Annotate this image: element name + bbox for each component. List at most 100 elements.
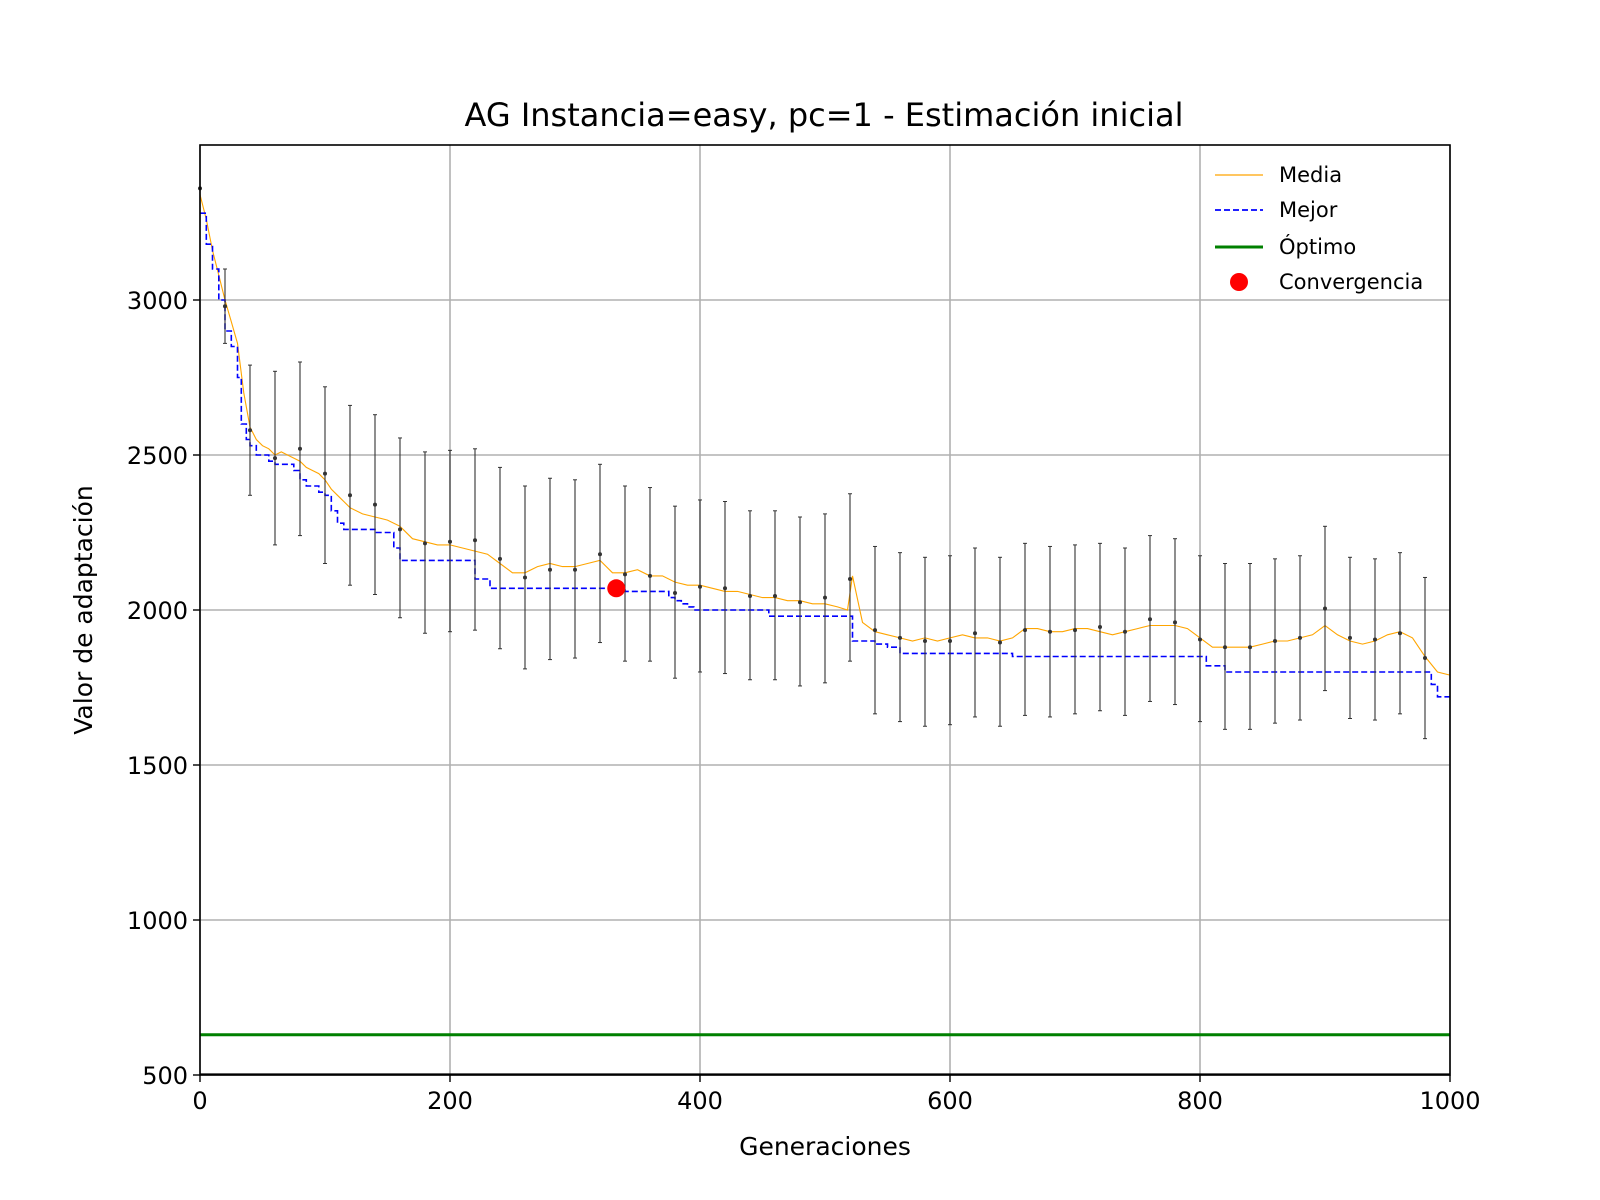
mejor-series-line [200, 212, 1450, 698]
errorbar-mean-point [1173, 620, 1177, 625]
x-tick-label: 1000 [1419, 1087, 1480, 1115]
errorbar [398, 437, 402, 619]
errorbar [1273, 558, 1277, 724]
x-axis-title: Generaciones [739, 1132, 911, 1161]
errorbar [648, 487, 652, 662]
errorbar-mean-point [223, 304, 227, 309]
errorbar [623, 485, 627, 662]
errorbar-mean-point [523, 575, 527, 580]
errorbar [1198, 555, 1202, 723]
errorbar-mean-point [848, 577, 852, 581]
errorbar-mean-point [348, 493, 352, 498]
errorbar [248, 364, 252, 496]
errorbar [923, 556, 927, 727]
legend-label: Convergencia [1279, 270, 1423, 294]
errorbar-mean-point [623, 572, 627, 577]
errorbar [1298, 555, 1302, 721]
errorbar [348, 404, 352, 586]
errorbar [1398, 552, 1402, 715]
chart-title: AG Instancia=easy, pc=1 - Estimación ini… [465, 96, 1184, 134]
errorbar [948, 555, 952, 726]
errorbar-mean-point [798, 600, 802, 605]
errorbar-mean-point [1048, 629, 1052, 634]
errorbar-mean-point [273, 456, 277, 461]
errorbar-mean-point [748, 594, 752, 599]
errorbar-mean-point [1298, 635, 1302, 640]
errorbar-mean-point [1373, 637, 1377, 642]
errorbar-mean-point [473, 538, 477, 543]
errorbar [823, 513, 827, 684]
errorbar [773, 510, 777, 681]
y-axis-title: Valor de adaptación [69, 485, 98, 734]
errorbar [898, 552, 902, 723]
errorbar-mean-point [973, 631, 977, 636]
y-tick-label: 3000 [127, 287, 188, 315]
legend: Media Mejor Óptimo Convergencia [1215, 163, 1423, 294]
errorbar-mean-point [773, 594, 777, 599]
errorbar [1373, 558, 1377, 721]
errorbar [748, 510, 752, 681]
errorbar-mean-point [823, 595, 827, 600]
errorbar-mean-point [948, 639, 952, 643]
x-tick-label: 800 [1177, 1087, 1223, 1115]
errorbar [523, 485, 527, 670]
errorbar [423, 451, 427, 634]
errorbar [223, 268, 227, 344]
errorbar [1123, 547, 1127, 716]
errorbar-mean-point [923, 639, 927, 643]
errorbar-mean-point [1398, 631, 1402, 636]
errorbar [1348, 556, 1352, 719]
errorbar-mean-point [1323, 606, 1327, 611]
x-tick-label: 600 [927, 1087, 973, 1115]
errorbar [848, 493, 852, 662]
errorbar-mean-point [498, 556, 502, 561]
errorbar-mean-point [1023, 628, 1027, 633]
errorbar [1098, 542, 1102, 712]
errorbar-mean-point [298, 446, 302, 451]
errorbar-mean-point [323, 471, 327, 476]
x-tick-label: 200 [427, 1087, 473, 1115]
x-tick-label: 0 [192, 1087, 207, 1115]
errorbar [673, 505, 677, 679]
legend-label: Mejor [1279, 198, 1338, 222]
errorbar-mean-point [1423, 656, 1427, 661]
errorbar-mean-point [1348, 635, 1352, 640]
legend-label: Óptimo [1279, 234, 1356, 259]
errorbar-mean-point [423, 541, 427, 546]
y-tick-label: 500 [142, 1062, 188, 1090]
errorbar-mean-point [698, 584, 702, 589]
x-tick-label: 400 [677, 1087, 723, 1115]
errorbar [873, 545, 877, 715]
errorbar [498, 466, 502, 650]
errorbar-mean-point [873, 628, 877, 633]
errorbar-mean-point [1273, 639, 1277, 643]
errorbar [373, 414, 377, 595]
errorbar-mean-point [373, 502, 377, 507]
errorbar [698, 499, 702, 673]
errorbar-mean-point [398, 527, 402, 532]
errorbar-mean-point [1148, 617, 1152, 622]
errorbar [1048, 545, 1052, 718]
convergencia-marker [607, 579, 626, 598]
errorbar [1148, 535, 1152, 702]
errorbar [548, 477, 552, 661]
errorbar-mean-point [573, 567, 577, 572]
errorbar-mean-point [648, 573, 652, 578]
errorbar [323, 386, 327, 564]
errorbar [723, 501, 727, 675]
errorbar-mean-point [723, 586, 727, 591]
errorbar [1223, 563, 1227, 730]
errorbar-mean-point [598, 552, 602, 557]
errorbar [448, 449, 452, 633]
media-series-line [199, 194, 1451, 676]
axes-ticks: 0 200 400 600 800 1000 500 1000 1500 2000 2500 3000 [127, 287, 1481, 1115]
errorbar-mean-point [1223, 645, 1227, 650]
errorbar [998, 556, 1002, 727]
y-tick-label: 2000 [127, 597, 188, 625]
errorbar-mean-point [1198, 637, 1202, 642]
legend-label: Media [1279, 163, 1342, 187]
errorbar [573, 479, 577, 659]
errorbar [1323, 525, 1327, 692]
errorbar-mean-point [673, 590, 677, 595]
